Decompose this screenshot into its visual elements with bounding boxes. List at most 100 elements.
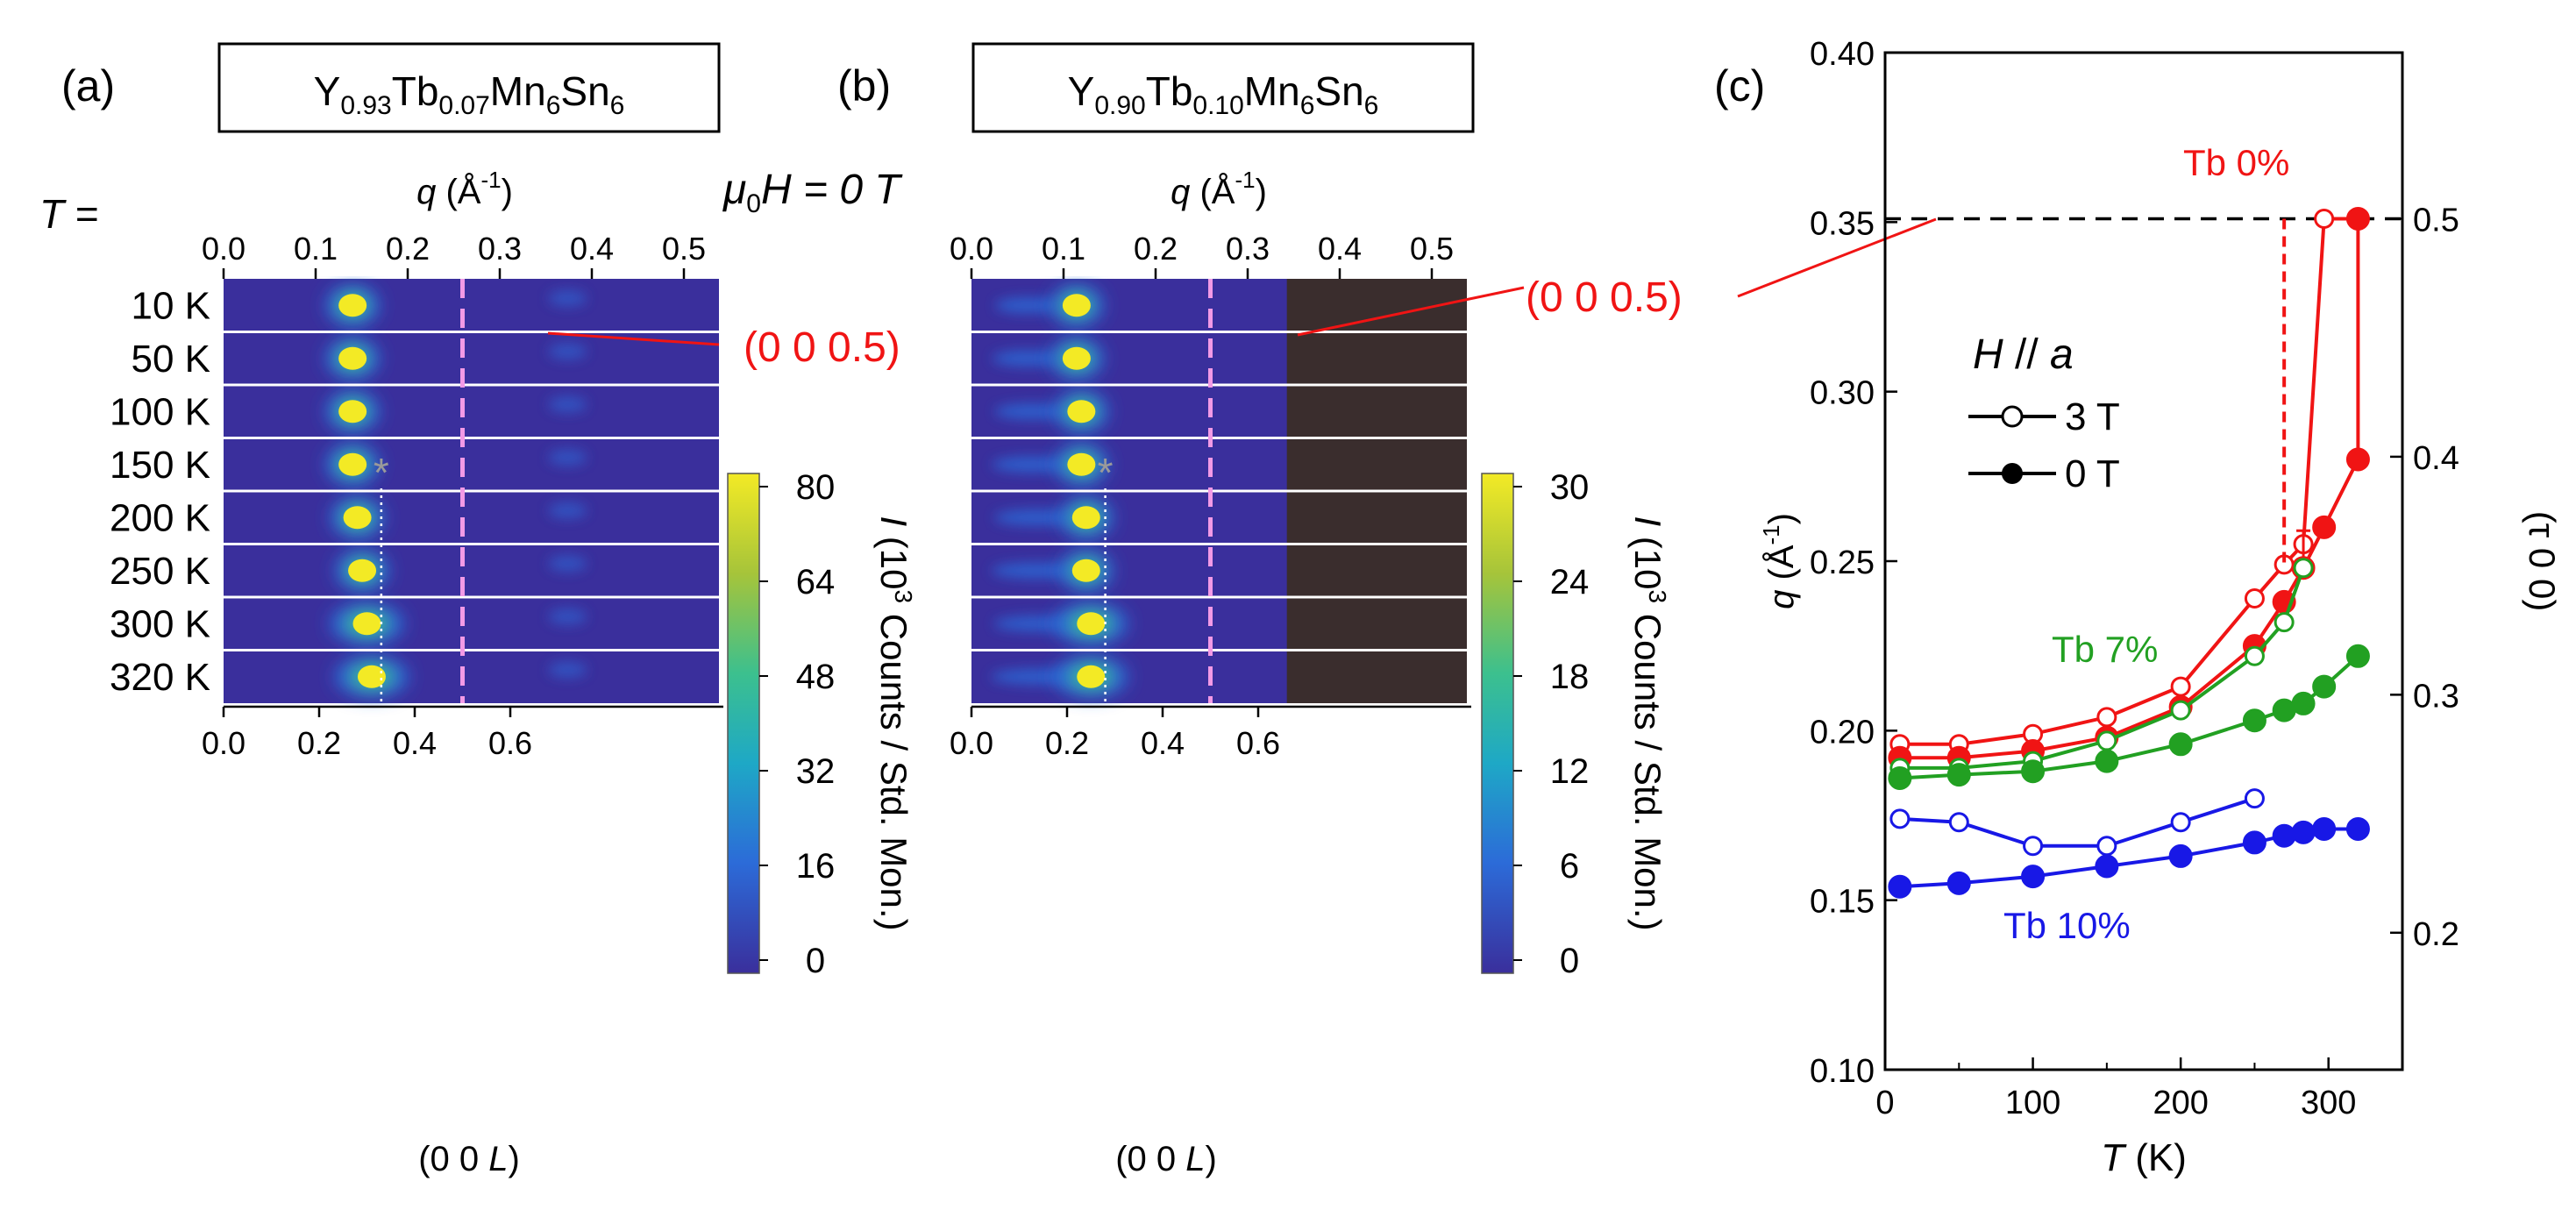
- x-tick-label: 300: [2301, 1085, 2356, 1121]
- b-peak-core: [1077, 612, 1106, 636]
- temperature-label: 100 K: [110, 390, 210, 433]
- temperature-label: 250 K: [110, 550, 210, 593]
- temperature-axis: T = 10 K 50 K 100 K 150 K 200 K 250 K 300 K 320…: [39, 191, 210, 699]
- a-incommensurate-satellite: [548, 343, 587, 359]
- data-point-red-3T: [2244, 588, 2265, 609]
- data-point-red-0T: [2345, 447, 2370, 472]
- panel-b-label: (b): [837, 61, 891, 110]
- data-point-green-0T: [2242, 708, 2266, 733]
- a-peak-core: [343, 506, 372, 530]
- a-top-tick-label: 0.1: [294, 231, 338, 267]
- a-top-tick-label: 0.2: [386, 231, 430, 267]
- panel-c-y2label: (τ 0 0): [2522, 511, 2563, 612]
- a-incommensurate-satellite: [548, 396, 587, 413]
- a-incommensurate-satellite: [548, 502, 587, 519]
- data-point-green-0T: [2312, 674, 2337, 699]
- panel-a-heatmap: *: [224, 279, 719, 703]
- a-peak-core: [352, 612, 381, 636]
- b-bottom-tick-label: 0.4: [1141, 725, 1185, 761]
- colorbar-a: 80 64 48 32 16 0 I (103 Counts / Std. Mon.): [727, 468, 917, 980]
- series-label-tb7: Tb 7%: [2052, 629, 2158, 670]
- panel-b-title-box: [971, 42, 1475, 133]
- b-top-tick-label: 0.4: [1318, 231, 1362, 267]
- data-point-blue-3T: [2096, 836, 2117, 857]
- panel-c-commensurate-pointer: [1737, 217, 1937, 298]
- a-top-tick-label: 0.5: [662, 231, 706, 267]
- a-incommensurate-satellite: [548, 449, 587, 466]
- panel-a-label: (a): [61, 61, 115, 110]
- colorbar-b-label: I (103 Counts / Std. Mon.): [1627, 516, 1671, 930]
- y-tick-label: 0.15: [1810, 884, 1875, 921]
- data-point-red-3T: [2096, 707, 2117, 728]
- panel-b-title: Y0.90Tb0.10Mn6Sn6: [1068, 68, 1379, 120]
- b-peak-tail: [993, 509, 1082, 526]
- series-line-red-3T: [1899, 217, 2359, 746]
- b-peak-core: [1077, 665, 1106, 688]
- temperature-label: 10 K: [131, 284, 210, 327]
- panel-b-bottom-ticks: 0.0 0.2 0.4 0.6: [950, 705, 1471, 761]
- series-line-green-0T: [1899, 654, 2359, 780]
- data-point-blue-0T: [1946, 871, 1971, 895]
- data-point-blue-0T: [2242, 830, 2266, 855]
- b-peak-core: [1062, 346, 1091, 370]
- data-point-blue-0T: [2345, 816, 2370, 841]
- b-peak-core: [1067, 400, 1096, 423]
- legend-3t-label: 3 T: [2065, 395, 2120, 438]
- data-point-green-3T: [2274, 612, 2295, 633]
- y2-tick-label: 0.2: [2413, 916, 2459, 953]
- y2-tick-label: 0.4: [2413, 440, 2459, 477]
- panel-a-title: Y0.93Tb0.07Mn6Sn6: [314, 68, 625, 120]
- a-top-tick-label: 0.4: [570, 231, 614, 267]
- panel-b-bottom-label: (0 0 L): [1115, 1140, 1217, 1178]
- a-bottom-tick-label: 0.4: [393, 725, 437, 761]
- panel-c-data: [1885, 206, 2402, 899]
- data-point-green-0T: [2095, 749, 2119, 773]
- field-label: μ0H = 0 T: [722, 167, 903, 218]
- data-point-blue-3T: [1889, 808, 1911, 829]
- data-point-blue-3T: [2244, 788, 2265, 809]
- b-top-tick-label: 0.2: [1134, 231, 1178, 267]
- b-top-tick-label: 0.5: [1410, 231, 1454, 267]
- panel-a-commensurate-pointer: [547, 331, 720, 346]
- panel-a-bottom-ticks: 0.0 0.2 0.4 0.6: [202, 705, 723, 761]
- b-peak-tail: [992, 456, 1075, 473]
- panel-a-top-ticks: 0.0 0.1 0.2 0.3 0.4 0.5: [202, 231, 706, 279]
- b-top-tick-label: 0.1: [1042, 231, 1085, 267]
- b-peak-tail: [994, 297, 1062, 314]
- a-bottom-tick-label: 0.2: [297, 725, 341, 761]
- colorbar-b-tick-label: 30: [1550, 468, 1590, 507]
- temperature-label: 50 K: [131, 338, 210, 381]
- x-tick-label: 200: [2153, 1085, 2208, 1121]
- a-peak-core: [338, 452, 367, 476]
- b-bottom-tick-label: 0.6: [1236, 725, 1280, 761]
- data-point-blue-0T: [1888, 874, 1912, 899]
- a-bottom-tick-label: 0.6: [488, 725, 532, 761]
- data-point-green-0T: [2345, 644, 2370, 668]
- b-peak-core: [1071, 559, 1100, 582]
- y-tick-label: 0.35: [1810, 205, 1875, 242]
- colorbar-a-tick-label: 0: [806, 942, 825, 980]
- b-top-tick-label: 0.0: [950, 231, 993, 267]
- data-point-blue-0T: [2168, 843, 2193, 868]
- panel-a-title-box: [217, 42, 721, 133]
- colorbar-b-tick-label: 6: [1560, 847, 1579, 886]
- colorbar-b-tick-label: 12: [1550, 752, 1590, 791]
- data-point-green-0T: [2021, 759, 2046, 784]
- colorbar-a-tick-label: 64: [796, 563, 836, 601]
- colorbar-b: 30 24 18 12 6 0 I (103 Counts / Std. Mon.): [1481, 468, 1671, 980]
- legend-0t-label: 0 T: [2065, 452, 2120, 495]
- panel-a-top-axis-label: q (Å-1): [416, 167, 513, 211]
- y-tick-label: 0.25: [1810, 544, 1875, 581]
- data-point-blue-0T: [2291, 820, 2316, 844]
- y2-tick-label: 0.3: [2413, 678, 2459, 715]
- y-tick-label: 0.20: [1810, 714, 1875, 751]
- panel-b-commensurate-pointer: [1297, 286, 1525, 337]
- a-incommensurate-satellite: [548, 290, 587, 307]
- x-tick-label: 100: [2005, 1085, 2060, 1121]
- b-peak-core: [1071, 506, 1100, 530]
- panel-b-heatmap: *: [971, 279, 1467, 703]
- colorbar-b-tick-label: 24: [1550, 563, 1590, 601]
- b-peak-core: [1067, 452, 1096, 476]
- a-incommensurate-satellite: [548, 555, 587, 572]
- colorbar-b-tick-label: 18: [1550, 658, 1590, 696]
